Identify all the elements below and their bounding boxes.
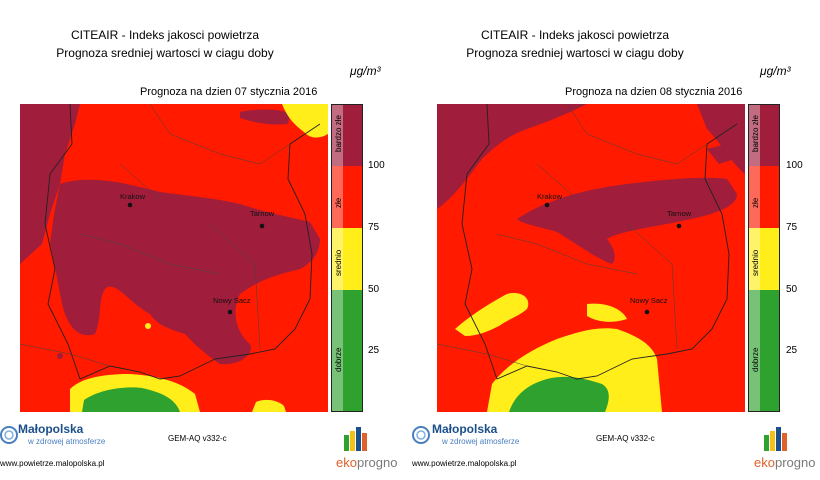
region-good	[82, 387, 180, 412]
region-good	[509, 376, 609, 412]
region-medium	[282, 104, 328, 138]
region-very-bad	[517, 177, 737, 264]
city-label: Krakow	[537, 192, 563, 201]
malopolska-tagline: w zdrowej atmosferze	[28, 437, 106, 446]
forecast-panel-day1: CITEAIR - Indeks jakosci powietrza Progn…	[0, 28, 398, 470]
city-marker	[127, 202, 133, 208]
city-marker	[644, 309, 650, 315]
legend-label: srednio	[751, 249, 760, 276]
legend-tick: 100	[786, 160, 803, 171]
pollution-map-day1: Krakow Tarnow Nowy Sacz	[20, 104, 328, 412]
malopolska-logo-text: Małopolska	[432, 422, 498, 436]
city-label: Tarnow	[667, 209, 692, 218]
region-very-bad	[707, 144, 735, 164]
legend-tick: 25	[368, 345, 380, 356]
region-medium	[587, 303, 627, 322]
website-link[interactable]: www.powietrze.malopolska.pl	[0, 459, 105, 468]
legend-tick: 50	[368, 284, 380, 295]
region-very-bad	[437, 104, 587, 209]
legend-label: złe	[334, 197, 343, 208]
model-version: GEM-AQ v332-c	[596, 434, 655, 443]
forecast-date: Prognoza na dzien 08 stycznia 2016	[565, 86, 743, 98]
legend-good	[331, 290, 363, 412]
city-marker	[544, 202, 550, 208]
legend-good	[748, 290, 780, 412]
legend-medium	[331, 228, 363, 290]
legend-tick: 50	[786, 284, 798, 295]
city-marker	[676, 223, 682, 229]
region-very-bad	[20, 104, 80, 264]
legend-label: bardzo złe	[751, 115, 760, 152]
legend-tick: 75	[786, 222, 798, 233]
district-boundary	[20, 104, 291, 367]
ekoprognoza-logo-icon	[344, 427, 367, 451]
ekoprognoza-logo-text: ekoprogno	[336, 455, 398, 470]
map-subtitle: Prognoza sredniej wartosci w ciagu doby	[466, 46, 684, 60]
legend-label: bardzo złe	[334, 115, 343, 152]
forecast-panel-day2: CITEAIR - Indeks jakosci powietrza Progn…	[410, 0, 820, 480]
legend-label: dobrze	[751, 347, 760, 372]
legend-label: złe	[751, 197, 760, 208]
unit-label: μg/m³	[760, 64, 791, 78]
legend-tick: 25	[786, 345, 798, 356]
legend-label: srednio	[334, 249, 343, 276]
legend-very-bad	[331, 104, 363, 166]
map-title: CITEAIR - Indeks jakosci powietrza	[70, 28, 260, 42]
legend-bad	[748, 166, 780, 228]
ekoprognoza-logo-icon	[764, 427, 787, 451]
malopolska-logo-text: Małopolska	[18, 422, 84, 436]
region-boundary	[44, 104, 321, 380]
map-title: CITEAIR - Indeks jakosci powietrza	[480, 28, 670, 42]
unit-label: μg/m³	[350, 64, 381, 78]
city-label: Krakow	[120, 192, 146, 201]
region-very-bad	[50, 179, 320, 365]
legend-label: dobrze	[334, 347, 343, 372]
region-very-bad	[57, 353, 63, 359]
city-label: Nowy Sacz	[213, 296, 251, 305]
city-marker	[227, 309, 233, 315]
region-medium	[455, 293, 529, 336]
region-very-bad	[240, 109, 290, 125]
website-link[interactable]: www.powietrze.malopolska.pl	[412, 459, 517, 468]
city-label: Nowy Sacz	[630, 296, 668, 305]
malopolska-tagline: w zdrowej atmosferze	[442, 437, 520, 446]
pollution-map-day2: Krakow Tarnow Nowy Sacz	[437, 104, 745, 412]
legend-tick: 75	[368, 222, 380, 233]
district-boundary	[437, 104, 708, 367]
ekoprognoza-logo-text: ekoprogno	[754, 455, 816, 470]
aqi-legend: bardzo złe złe srednio dobrze	[748, 104, 780, 412]
region-boundary	[461, 104, 738, 380]
model-version: GEM-AQ v332-c	[168, 434, 227, 443]
forecast-date: Prognoza na dzien 07 stycznia 2016	[140, 86, 318, 98]
city-marker	[259, 223, 265, 229]
legend-tick: 100	[368, 160, 385, 171]
aqi-legend: bardzo złe złe srednio dobrze	[331, 104, 363, 412]
region-medium	[145, 323, 151, 329]
map-subtitle: Prognoza sredniej wartosci w ciagu doby	[56, 46, 274, 60]
malopolska-logo-icon	[0, 426, 18, 444]
legend-very-bad	[748, 104, 780, 166]
legend-bad	[331, 166, 363, 228]
malopolska-logo-icon	[412, 426, 430, 444]
legend-medium	[748, 228, 780, 290]
city-label: Tarnow	[250, 209, 275, 218]
region-medium	[252, 399, 286, 412]
